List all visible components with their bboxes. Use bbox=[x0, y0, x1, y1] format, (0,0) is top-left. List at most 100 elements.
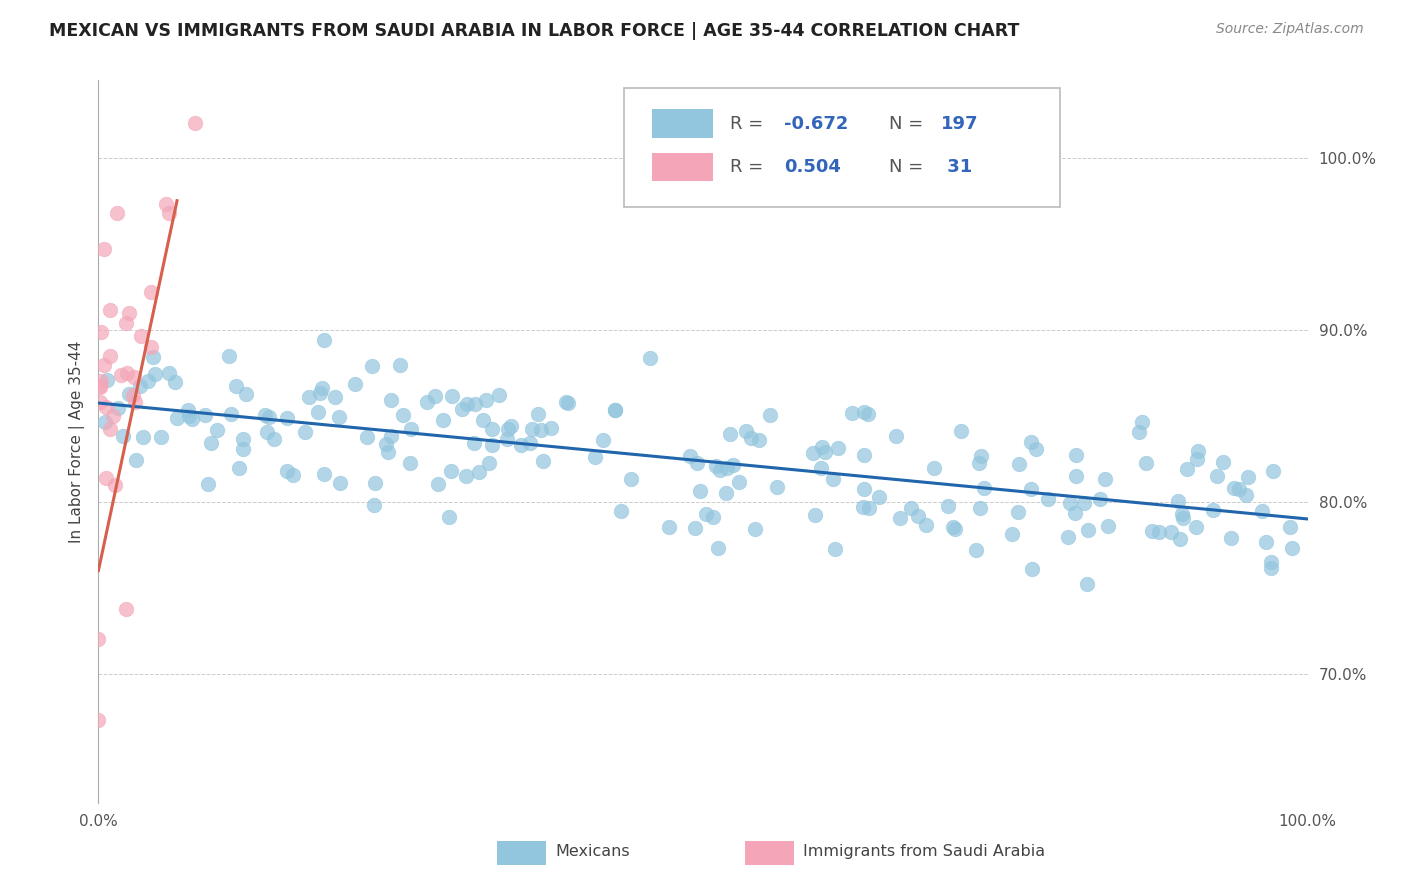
Text: Mexicans: Mexicans bbox=[555, 845, 630, 859]
Point bbox=[159, 205, 181, 219]
Point bbox=[110, 368, 132, 382]
Point bbox=[1036, 492, 1059, 507]
Point bbox=[679, 449, 702, 463]
Bar bbox=[745, 841, 793, 865]
Point bbox=[96, 373, 118, 387]
Point bbox=[540, 421, 562, 435]
Point bbox=[721, 458, 744, 472]
Point bbox=[1149, 525, 1171, 540]
Point bbox=[695, 507, 717, 521]
Point bbox=[938, 499, 960, 513]
Point bbox=[1170, 532, 1192, 546]
Point bbox=[256, 425, 278, 439]
Point bbox=[758, 408, 780, 422]
Point bbox=[329, 476, 352, 491]
Point bbox=[803, 508, 825, 523]
Point bbox=[232, 432, 254, 446]
Point bbox=[1064, 449, 1087, 463]
Point bbox=[276, 411, 298, 425]
Point bbox=[841, 406, 863, 420]
Point bbox=[471, 413, 494, 427]
Point bbox=[344, 376, 367, 391]
Point bbox=[89, 325, 111, 339]
Point bbox=[1160, 525, 1182, 540]
Point bbox=[439, 464, 461, 478]
Point bbox=[283, 467, 305, 482]
Point bbox=[1090, 492, 1112, 507]
Point bbox=[451, 402, 474, 417]
Point bbox=[427, 476, 450, 491]
Point bbox=[157, 366, 180, 380]
Point bbox=[221, 407, 243, 421]
Point bbox=[463, 436, 485, 450]
Point bbox=[943, 522, 966, 536]
Point bbox=[1025, 442, 1047, 456]
Point bbox=[969, 449, 991, 463]
Point bbox=[889, 511, 911, 525]
Point bbox=[1185, 452, 1208, 467]
Text: 31: 31 bbox=[941, 158, 973, 176]
Point bbox=[1063, 506, 1085, 520]
Point bbox=[155, 196, 177, 211]
Point bbox=[827, 441, 849, 455]
Point bbox=[388, 359, 411, 373]
Point bbox=[139, 285, 162, 299]
Point bbox=[118, 306, 141, 320]
Point bbox=[129, 379, 152, 393]
Point bbox=[218, 349, 240, 363]
Point bbox=[858, 501, 880, 516]
Point bbox=[94, 471, 117, 485]
Point bbox=[702, 509, 724, 524]
Point bbox=[456, 396, 478, 410]
Point bbox=[967, 456, 990, 470]
Point bbox=[177, 402, 200, 417]
Point bbox=[583, 450, 606, 464]
Point bbox=[488, 388, 510, 402]
Point bbox=[704, 458, 727, 473]
Point bbox=[1019, 434, 1042, 449]
Point bbox=[1212, 455, 1234, 469]
Point bbox=[1001, 527, 1024, 541]
Point bbox=[117, 366, 139, 380]
Point bbox=[225, 379, 247, 393]
Point bbox=[125, 452, 148, 467]
Point bbox=[801, 446, 824, 460]
Point bbox=[811, 441, 834, 455]
Point bbox=[464, 397, 486, 411]
Point bbox=[557, 396, 579, 410]
Point bbox=[973, 481, 995, 495]
Point bbox=[810, 461, 832, 475]
Point bbox=[638, 351, 661, 366]
Point bbox=[942, 520, 965, 534]
Bar bbox=[498, 841, 546, 865]
Point bbox=[1205, 469, 1227, 483]
Point bbox=[166, 411, 188, 425]
Point bbox=[87, 713, 110, 727]
Point bbox=[1260, 555, 1282, 569]
Point bbox=[377, 444, 399, 458]
Point bbox=[129, 328, 152, 343]
Point bbox=[1064, 469, 1087, 483]
Point bbox=[94, 415, 117, 429]
Text: N =: N = bbox=[889, 115, 929, 133]
Point bbox=[87, 632, 110, 647]
Point bbox=[907, 508, 929, 523]
Point bbox=[132, 430, 155, 444]
Point bbox=[609, 504, 631, 518]
Point bbox=[361, 359, 384, 374]
Bar bbox=[652, 153, 713, 181]
Point bbox=[900, 501, 922, 516]
Point bbox=[1185, 520, 1208, 534]
Point bbox=[122, 369, 145, 384]
Point bbox=[498, 422, 520, 436]
Point bbox=[1171, 507, 1194, 521]
Point bbox=[136, 374, 159, 388]
Point bbox=[520, 422, 543, 436]
Point bbox=[1008, 457, 1031, 471]
Point bbox=[440, 389, 463, 403]
Point bbox=[311, 381, 333, 395]
Point bbox=[735, 425, 758, 439]
Point bbox=[200, 435, 222, 450]
Point bbox=[437, 509, 460, 524]
Point bbox=[509, 438, 531, 452]
